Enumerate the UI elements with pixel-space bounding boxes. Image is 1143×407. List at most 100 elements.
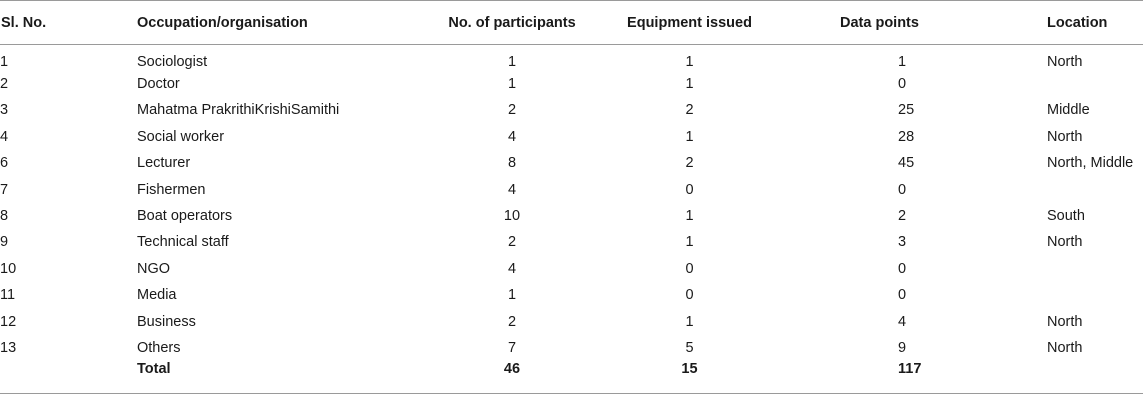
header-row: Sl. No. Occupation/organisation No. of p… bbox=[0, 0, 1143, 45]
cell-location bbox=[1047, 71, 1143, 97]
cell-location: North bbox=[1047, 234, 1083, 251]
cell-equipment: 1 bbox=[685, 208, 694, 225]
cell-data-points: 0 bbox=[898, 260, 907, 277]
cell-occupation: Media bbox=[137, 287, 177, 304]
cell-data-points: 0 bbox=[898, 181, 907, 198]
cell-location: North, Middle bbox=[1047, 155, 1134, 172]
total-location-empty bbox=[1047, 361, 1143, 394]
cell-sl-no: 8 bbox=[0, 208, 9, 225]
cell-occupation: Business bbox=[137, 313, 196, 330]
cell-equipment: 1 bbox=[685, 76, 694, 93]
table-body: 1 Sociologist 1 1 1 North 2 Doctor 1 1 0 3 Mahatma P… bbox=[0, 45, 1143, 362]
cell-equipment: 1 bbox=[685, 128, 694, 145]
cell-sl-no: 10 bbox=[0, 260, 17, 277]
cell-equipment: 1 bbox=[685, 54, 694, 71]
total-label: Total bbox=[137, 361, 427, 394]
cell-location bbox=[1047, 256, 1143, 282]
cell-sl-no: 9 bbox=[0, 234, 9, 251]
cell-participants: 8 bbox=[507, 155, 517, 172]
cell-participants: 4 bbox=[507, 128, 517, 145]
cell-equipment: 2 bbox=[685, 155, 694, 172]
table-row: 9 Technical staff 2 1 3 North bbox=[0, 229, 1143, 255]
cell-data-points: 2 bbox=[898, 208, 907, 225]
header-occupation: Occupation/organisation bbox=[137, 0, 427, 45]
total-row: Total 46 15 117 bbox=[0, 361, 1143, 394]
cell-data-points: 0 bbox=[898, 76, 907, 93]
cell-participants: 4 bbox=[507, 260, 517, 277]
cell-occupation: Sociologist bbox=[137, 54, 208, 71]
cell-participants: 2 bbox=[507, 234, 517, 251]
participants-table: Sl. No. Occupation/organisation No. of p… bbox=[0, 0, 1143, 394]
cell-participants: 1 bbox=[507, 287, 517, 304]
cell-sl-no: 7 bbox=[0, 181, 9, 198]
cell-occupation: Fishermen bbox=[137, 181, 206, 198]
cell-participants: 2 bbox=[507, 313, 517, 330]
cell-equipment: 0 bbox=[685, 181, 694, 198]
total-equipment: 15 bbox=[597, 361, 782, 394]
cell-sl-no: 2 bbox=[0, 76, 9, 93]
cell-occupation: Lecturer bbox=[137, 155, 191, 172]
cell-location bbox=[1047, 282, 1143, 308]
cell-sl-no: 4 bbox=[0, 128, 9, 145]
cell-participants: 1 bbox=[507, 76, 517, 93]
table-row: 8 Boat operators 10 1 2 South bbox=[0, 203, 1143, 229]
cell-data-points: 3 bbox=[898, 234, 907, 251]
cell-sl-no: 13 bbox=[0, 339, 17, 356]
header-participants: No. of participants bbox=[427, 0, 597, 45]
cell-occupation: Technical staff bbox=[137, 234, 229, 251]
table-row: 1 Sociologist 1 1 1 North bbox=[0, 45, 1143, 71]
total-sl-empty bbox=[0, 361, 137, 394]
cell-data-points: 1 bbox=[898, 54, 907, 71]
table-row: 4 Social worker 4 1 28 North bbox=[0, 124, 1143, 150]
header-data-points: Data points bbox=[782, 0, 1047, 45]
cell-occupation: Others bbox=[137, 339, 181, 356]
cell-location: Middle bbox=[1047, 102, 1090, 119]
cell-data-points: 45 bbox=[898, 155, 915, 172]
cell-participants: 4 bbox=[507, 181, 517, 198]
table-row: 10 NGO 4 0 0 bbox=[0, 256, 1143, 282]
cell-equipment: 5 bbox=[685, 339, 694, 356]
cell-data-points: 9 bbox=[898, 339, 907, 356]
total-participants: 46 bbox=[427, 361, 597, 394]
header-equipment: Equipment issued bbox=[597, 0, 782, 45]
table-row: 11 Media 1 0 0 bbox=[0, 282, 1143, 308]
cell-sl-no: 1 bbox=[0, 54, 9, 71]
cell-occupation: Mahatma PrakrithiKrishiSamithi bbox=[137, 102, 340, 119]
table-row: 6 Lecturer 8 2 45 North, Middle bbox=[0, 150, 1143, 176]
cell-occupation: Boat operators bbox=[137, 208, 233, 225]
table-footer: Total 46 15 117 bbox=[0, 361, 1143, 394]
cell-data-points: 28 bbox=[898, 128, 915, 145]
table-row: 2 Doctor 1 1 0 bbox=[0, 71, 1143, 97]
cell-equipment: 2 bbox=[685, 102, 694, 119]
cell-data-points: 4 bbox=[898, 313, 907, 330]
table-row: 7 Fishermen 4 0 0 bbox=[0, 176, 1143, 202]
cell-sl-no: 3 bbox=[0, 102, 9, 119]
cell-sl-no: 11 bbox=[0, 287, 16, 304]
cell-sl-no: 6 bbox=[0, 155, 9, 172]
cell-equipment: 0 bbox=[685, 260, 694, 277]
cell-location bbox=[1047, 176, 1143, 202]
cell-equipment: 1 bbox=[685, 234, 694, 251]
cell-occupation: Social worker bbox=[137, 128, 225, 145]
cell-participants: 7 bbox=[507, 339, 517, 356]
cell-location: South bbox=[1047, 208, 1085, 225]
table-row: 13 Others 7 5 9 North bbox=[0, 335, 1143, 361]
cell-occupation: NGO bbox=[137, 260, 171, 277]
cell-data-points: 0 bbox=[898, 287, 907, 304]
cell-participants: 10 bbox=[503, 208, 521, 225]
table-header: Sl. No. Occupation/organisation No. of p… bbox=[0, 0, 1143, 45]
table-row: 12 Business 2 1 4 North bbox=[0, 308, 1143, 334]
cell-equipment: 1 bbox=[685, 313, 694, 330]
total-data-points: 117 bbox=[782, 361, 1047, 394]
cell-location: North bbox=[1047, 128, 1083, 145]
header-location: Location bbox=[1047, 0, 1143, 45]
cell-sl-no: 12 bbox=[0, 313, 17, 330]
cell-occupation: Doctor bbox=[137, 76, 180, 93]
cell-location: North bbox=[1047, 339, 1083, 356]
cell-equipment: 0 bbox=[685, 287, 694, 304]
cell-data-points: 25 bbox=[898, 102, 915, 119]
cell-location: North bbox=[1047, 54, 1083, 71]
table-row: 3 Mahatma PrakrithiKrishiSamithi 2 2 25 Middl… bbox=[0, 97, 1143, 123]
cell-location: North bbox=[1047, 313, 1083, 330]
cell-participants: 1 bbox=[507, 54, 517, 71]
